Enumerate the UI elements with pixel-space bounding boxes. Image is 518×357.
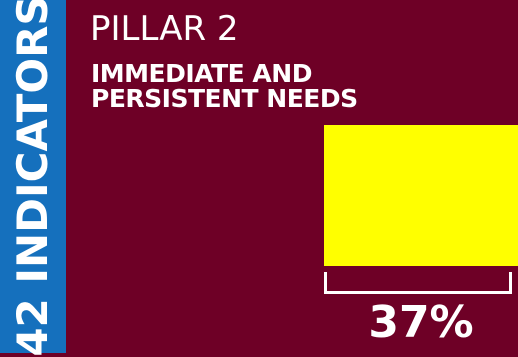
pillar-subtitle-line-1: IMMEDIATE AND: [91, 59, 312, 88]
pillar-subtitle-line-2: PERSISTENT NEEDS: [91, 84, 358, 113]
side-band: 42 INDICATORS: [0, 0, 66, 357]
indicator-count-label: 42 INDICATORS: [8, 0, 57, 357]
meter-bracket: [324, 272, 512, 294]
meter-fill: [324, 125, 518, 266]
pillar-title: PILLAR 2: [90, 9, 239, 49]
pillar-subtitle: IMMEDIATE AND PERSISTENT NEEDS: [91, 61, 358, 111]
percent-label: 37%: [368, 297, 474, 348]
